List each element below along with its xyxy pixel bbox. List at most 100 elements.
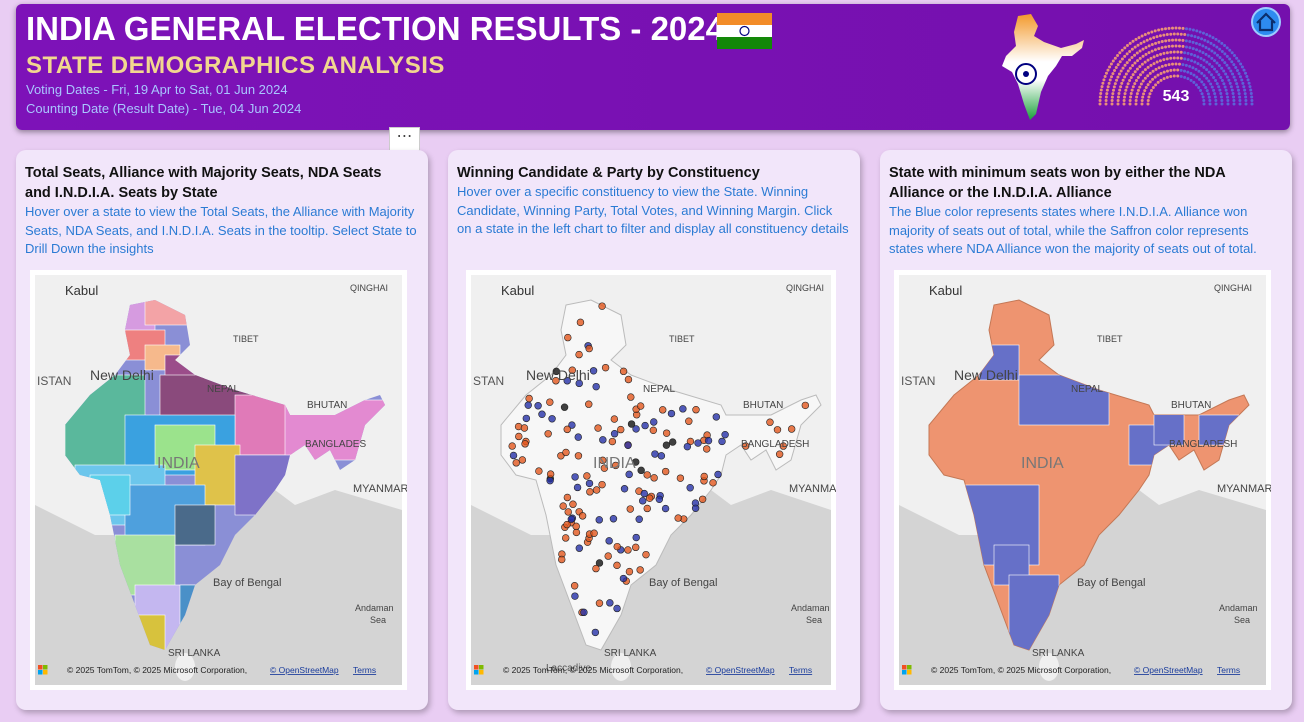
constituency-dot [609, 515, 618, 523]
parliament-chart [1098, 26, 1254, 106]
constituency-dot [567, 515, 576, 523]
map-label: INDIA [1021, 455, 1064, 472]
map-label: QINGHAI [786, 283, 824, 293]
constituency-dot [572, 528, 581, 537]
seat-dot [1111, 72, 1115, 76]
logo-square [902, 670, 907, 675]
panel-description: The Blue color represents states where I… [889, 204, 1257, 256]
constituency-dot [598, 480, 606, 489]
subtitle: STATE DEMOGRAPHICS ANALYSIS [26, 52, 445, 79]
seat-dot [1244, 102, 1248, 106]
seat-dot [1109, 75, 1113, 79]
seat-dot [1146, 83, 1150, 87]
constituency-dot [641, 421, 649, 430]
panel-description: Hover over a specific constituency to vi… [457, 184, 849, 236]
seat-dot [1210, 85, 1214, 89]
constituency-dot [568, 421, 576, 429]
seat-dot [1136, 43, 1140, 47]
seat-dot [1140, 62, 1144, 66]
seat-dot [1117, 72, 1121, 76]
seat-dot [1250, 95, 1254, 99]
constituency-dot [662, 441, 671, 449]
seat-dot [1220, 41, 1224, 45]
seat-dot [1134, 37, 1138, 41]
constituency-dot [639, 497, 647, 505]
attribution-link: Terms [353, 665, 376, 675]
seat-dot [1188, 39, 1192, 43]
seat-dot [1232, 53, 1236, 57]
seat-dot [1148, 37, 1152, 41]
seat-dot [1223, 44, 1227, 48]
seat-dot [1235, 69, 1239, 73]
seat-dot [1217, 85, 1221, 89]
seat-dot [1126, 69, 1130, 73]
seat-dot [1236, 85, 1240, 89]
map: Kabul QINGHAI TIBET ISTAN New Delhi NEPAL BHUT… [30, 270, 407, 690]
constituency-dot [574, 433, 582, 441]
constituency-dot [595, 599, 604, 607]
seat-dot [1142, 92, 1146, 96]
seat-dot [1164, 27, 1168, 31]
seat-dot [1205, 89, 1209, 93]
constituency-dot [525, 394, 533, 403]
constituency-dot [718, 437, 726, 446]
seat-dot [1233, 78, 1237, 82]
logo-square [474, 670, 479, 675]
seat-dot [1118, 88, 1122, 92]
seat-dot [1208, 62, 1212, 66]
seat-dot [1103, 75, 1107, 79]
seat-dot [1172, 74, 1176, 78]
seat-dot [1195, 75, 1199, 79]
seat-dot [1153, 29, 1157, 33]
seat-dot [1162, 77, 1166, 81]
seat-dot [1220, 50, 1224, 54]
seat-dot [1148, 80, 1152, 84]
constituency-dot [643, 504, 651, 513]
seat-dot [1125, 85, 1129, 89]
home-button[interactable] [1251, 7, 1281, 37]
seat-dot [1184, 27, 1188, 31]
seat-dot [1195, 29, 1199, 33]
seat-dot [1121, 78, 1125, 82]
seat-dot [1212, 88, 1216, 92]
seat-dot [1186, 51, 1190, 55]
seat-dot [1104, 71, 1108, 75]
seat-dot [1114, 65, 1118, 69]
seat-dot [1241, 81, 1245, 85]
seat-dot [1202, 74, 1206, 78]
seat-dot [1237, 92, 1241, 96]
seat-dot [1126, 82, 1130, 86]
constituency-dot [640, 489, 649, 498]
seat-dot [1106, 68, 1110, 72]
seat-dot [1213, 51, 1217, 55]
constituency-dot [575, 544, 584, 552]
seat-dot [1098, 102, 1102, 106]
constituency-dot [563, 520, 571, 529]
seat-dot [1143, 32, 1147, 36]
constituency-dot [520, 424, 529, 432]
constituency-dot [643, 471, 651, 479]
map-label: BHUTAN [307, 400, 347, 411]
more-options[interactable]: ⋯ [389, 127, 420, 151]
seat-dot [1172, 56, 1176, 60]
constituency-dot [632, 458, 640, 466]
seat-dot [1165, 57, 1169, 61]
constituency-dot [546, 470, 555, 478]
constituency-dot [624, 546, 632, 554]
seat-dot [1098, 95, 1102, 99]
seat-dot [1189, 78, 1193, 82]
map: Kabul QINGHAI TIBET ISTAN New Delhi NEPAL BHUT… [894, 270, 1271, 690]
seat-dot [1152, 55, 1156, 59]
seat-dot [1214, 102, 1218, 106]
seat-dot [1207, 47, 1211, 51]
seat-dot [1172, 50, 1176, 54]
seat-dot [1212, 59, 1216, 63]
seat-dot [1171, 38, 1175, 42]
map-label: INDIA [157, 455, 200, 472]
seat-dot [1224, 88, 1228, 92]
seat-dot [1133, 45, 1137, 49]
header: INDIA GENERAL ELECTION RESULTS - 2024 ST… [16, 4, 1290, 130]
constituency-dot [569, 500, 577, 508]
seat-dot [1186, 58, 1190, 62]
map-label: Kabul [501, 283, 534, 298]
